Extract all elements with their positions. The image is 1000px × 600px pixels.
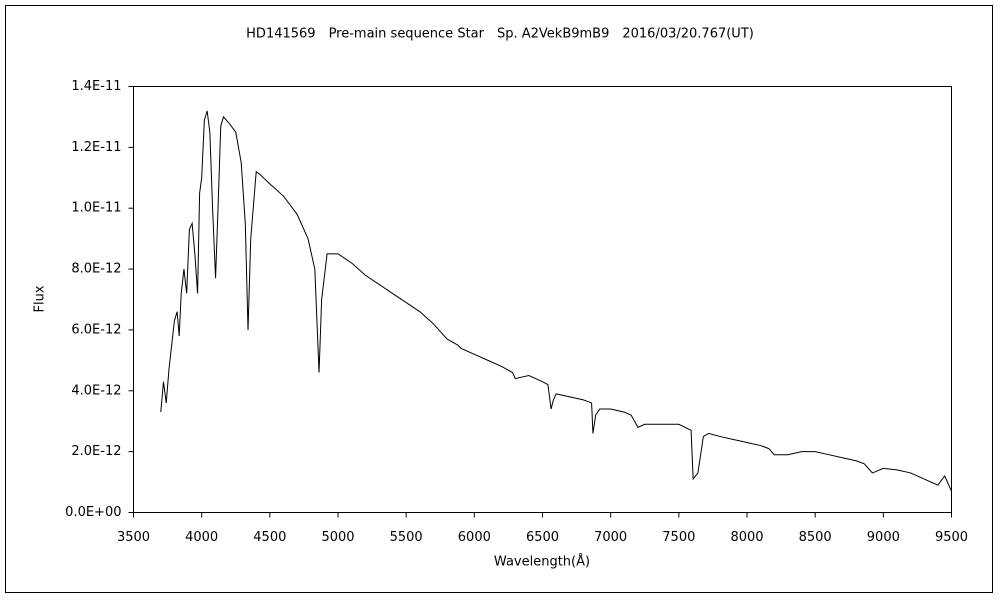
y-axis-label: Flux: [33, 285, 48, 312]
y-tick-label: 2.0E-12: [71, 444, 121, 459]
chart-title: HD141569 Pre-main sequence Star Sp. A2Ve…: [246, 27, 754, 42]
y-tick-label: 0.0E+00: [65, 505, 121, 520]
y-tick-label: 4.0E-12: [71, 383, 121, 398]
x-tick-label: 7000: [594, 530, 627, 545]
x-tick-label: 6500: [526, 530, 559, 545]
x-tick-label: 7500: [662, 530, 695, 545]
y-tick-label: 6.0E-12: [71, 322, 121, 337]
y-tick-label: 1.4E-11: [71, 79, 121, 94]
x-tick-label: 4000: [185, 530, 218, 545]
x-tick-label: 5500: [390, 530, 423, 545]
x-tick-label: 6000: [458, 530, 491, 545]
x-tick-label: 9000: [867, 530, 900, 545]
x-tick-label: 8500: [799, 530, 832, 545]
x-tick-label: 3500: [117, 530, 150, 545]
y-tick-label: 1.0E-11: [71, 201, 121, 216]
spectrum-line: [160, 110, 952, 492]
y-tick-label: 8.0E-12: [71, 262, 121, 277]
x-tick-label: 9500: [935, 530, 968, 545]
chart-frame: [5, 5, 993, 593]
x-tick-label: 8000: [730, 530, 763, 545]
x-tick-label: 5000: [321, 530, 354, 545]
y-tick-label: 1.2E-11: [71, 140, 121, 155]
x-tick-label: 4500: [253, 530, 286, 545]
x-axis-label: Wavelength(Å): [494, 554, 590, 570]
